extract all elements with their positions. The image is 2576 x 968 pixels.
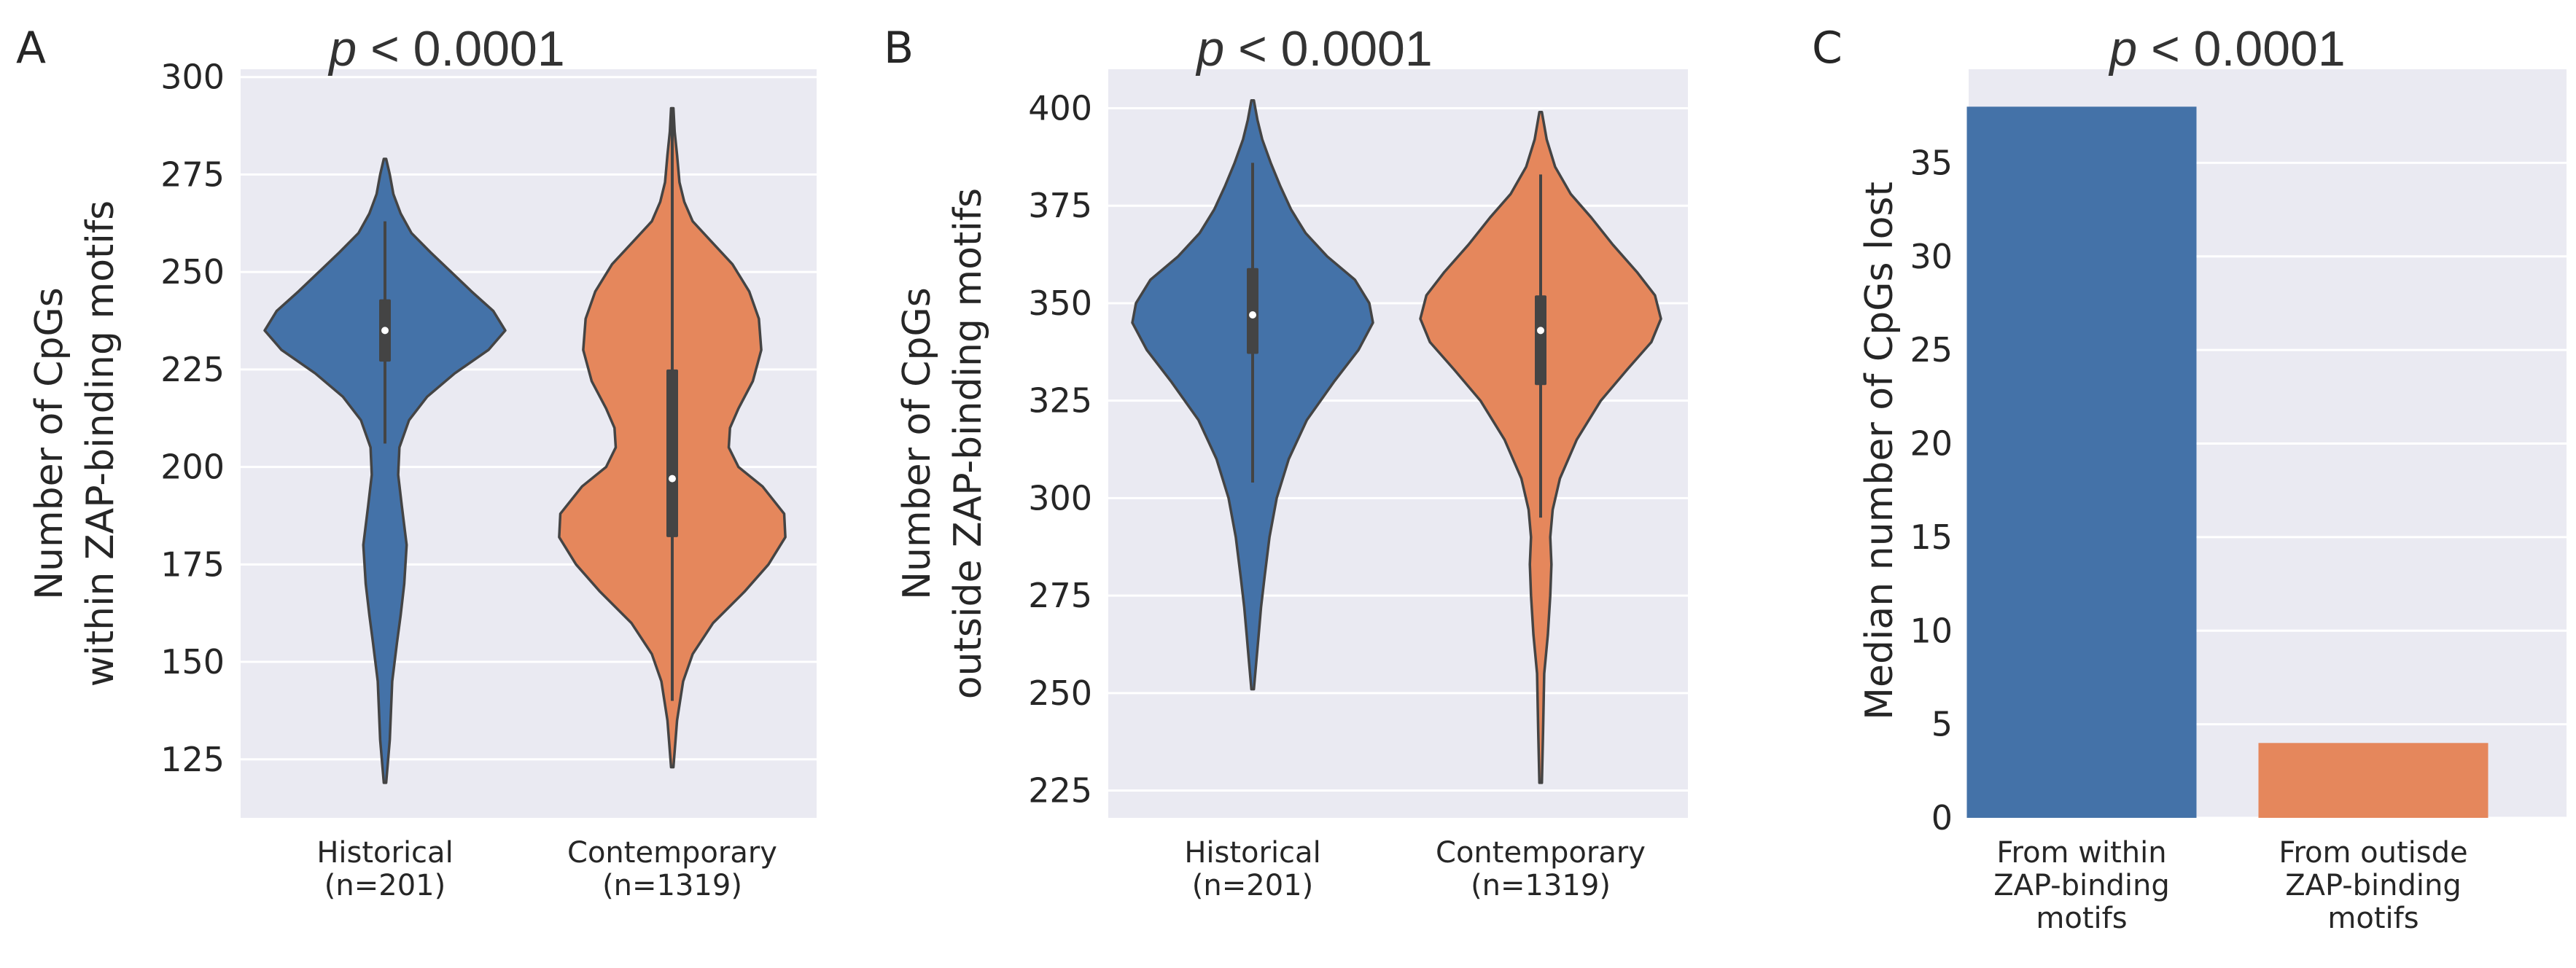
- y-tick-label: 15: [1910, 518, 1953, 557]
- x-tick-label: From within: [1996, 836, 2166, 870]
- x-tick-label: (n=201): [1192, 869, 1313, 902]
- x-tick-label: ZAP-binding: [1993, 869, 2170, 902]
- y-tick-label: 25: [1910, 330, 1953, 370]
- panel-B: 225 250 275 300 325 350 375 400 B p < 0.0001 Numbe…: [884, 21, 1688, 902]
- x-tick-label: motifs: [2327, 902, 2419, 935]
- panel-letter: C: [1812, 23, 1842, 74]
- x-tick-label: Contemporary: [1436, 836, 1646, 870]
- y-axis-label: Number of CpGs: [895, 287, 939, 600]
- y-tick-label: 10: [1910, 611, 1953, 650]
- y-tick-label: 175: [160, 544, 225, 584]
- y-tick-label: 225: [1028, 771, 1092, 811]
- violin-iqr-box: [1247, 268, 1258, 354]
- p-value-title: p < 0.0001: [2108, 21, 2345, 77]
- y-tick-label: 325: [1028, 381, 1092, 421]
- p-value-symbol: p: [2108, 21, 2137, 77]
- y-tick-label: 0: [1931, 798, 1953, 838]
- y-tick-label: 20: [1910, 424, 1953, 464]
- p-value-text: < 0.0001: [357, 21, 564, 77]
- p-value-symbol: p: [1195, 21, 1224, 77]
- y-tick-label: 250: [160, 252, 225, 292]
- y-tick-label: 400: [1028, 88, 1092, 128]
- violin-median-point: [669, 475, 676, 483]
- x-tick-label: Historical: [316, 836, 453, 870]
- violin-median-point: [1249, 311, 1256, 319]
- violin-median-point: [1537, 327, 1544, 335]
- y-tick-label: 5: [1931, 705, 1953, 744]
- y-axis-label: outside ZAP-binding motifs: [946, 188, 990, 699]
- y-tick-label: 225: [160, 350, 225, 389]
- panel-letter: B: [884, 23, 914, 74]
- bar: [2258, 743, 2489, 818]
- bar: [1966, 106, 2197, 819]
- y-tick-label: 125: [160, 740, 225, 779]
- x-tick-label: Historical: [1184, 836, 1320, 870]
- y-tick-label: 350: [1028, 284, 1092, 323]
- y-tick-label: 375: [1028, 186, 1092, 225]
- x-tick-label: (n=1319): [602, 869, 742, 902]
- p-value-symbol: p: [327, 21, 357, 77]
- panel-C: 0 5 10 15 20 25 30 35 C p < 0.0001 Median number o…: [1812, 21, 2567, 935]
- y-axis-label: within ZAP-binding motifs: [79, 200, 122, 687]
- p-value-title: p < 0.0001: [1195, 21, 1432, 77]
- x-tick-label: motifs: [2036, 902, 2127, 935]
- p-value-text: < 0.0001: [2137, 21, 2345, 77]
- y-axis-label: Median number of CpGs lost: [1858, 182, 1902, 720]
- y-tick-label: 35: [1910, 143, 1953, 182]
- violin-median-point: [381, 327, 389, 335]
- p-value-title: p < 0.0001: [327, 21, 564, 77]
- violin-iqr-box: [1535, 295, 1546, 386]
- x-tick-label: (n=1319): [1471, 869, 1611, 902]
- violin-iqr-box: [666, 369, 678, 537]
- p-value-text: < 0.0001: [1224, 21, 1432, 77]
- y-tick-label: 30: [1910, 237, 1953, 276]
- y-tick-label: 150: [160, 642, 225, 682]
- plot-area: [1108, 69, 1688, 818]
- violin-body: [263, 157, 507, 784]
- x-tick-label: From outisde: [2279, 836, 2467, 870]
- y-tick-label: 300: [160, 58, 225, 97]
- y-tick-label: 275: [1028, 576, 1092, 615]
- y-axis-label: Number of CpGs: [28, 287, 71, 600]
- x-tick-label: (n=201): [324, 869, 445, 902]
- x-tick-label: ZAP-binding: [2285, 869, 2462, 902]
- y-tick-label: 250: [1028, 674, 1092, 713]
- y-tick-label: 300: [1028, 478, 1092, 518]
- panel-letter: A: [16, 23, 46, 74]
- y-tick-label: 275: [160, 155, 225, 194]
- y-tick-label: 200: [160, 448, 225, 487]
- panel-A: 125 150 175 200 225 250 275 300 A p < 0.0001 Numbe…: [16, 21, 817, 902]
- x-tick-label: Contemporary: [567, 836, 777, 870]
